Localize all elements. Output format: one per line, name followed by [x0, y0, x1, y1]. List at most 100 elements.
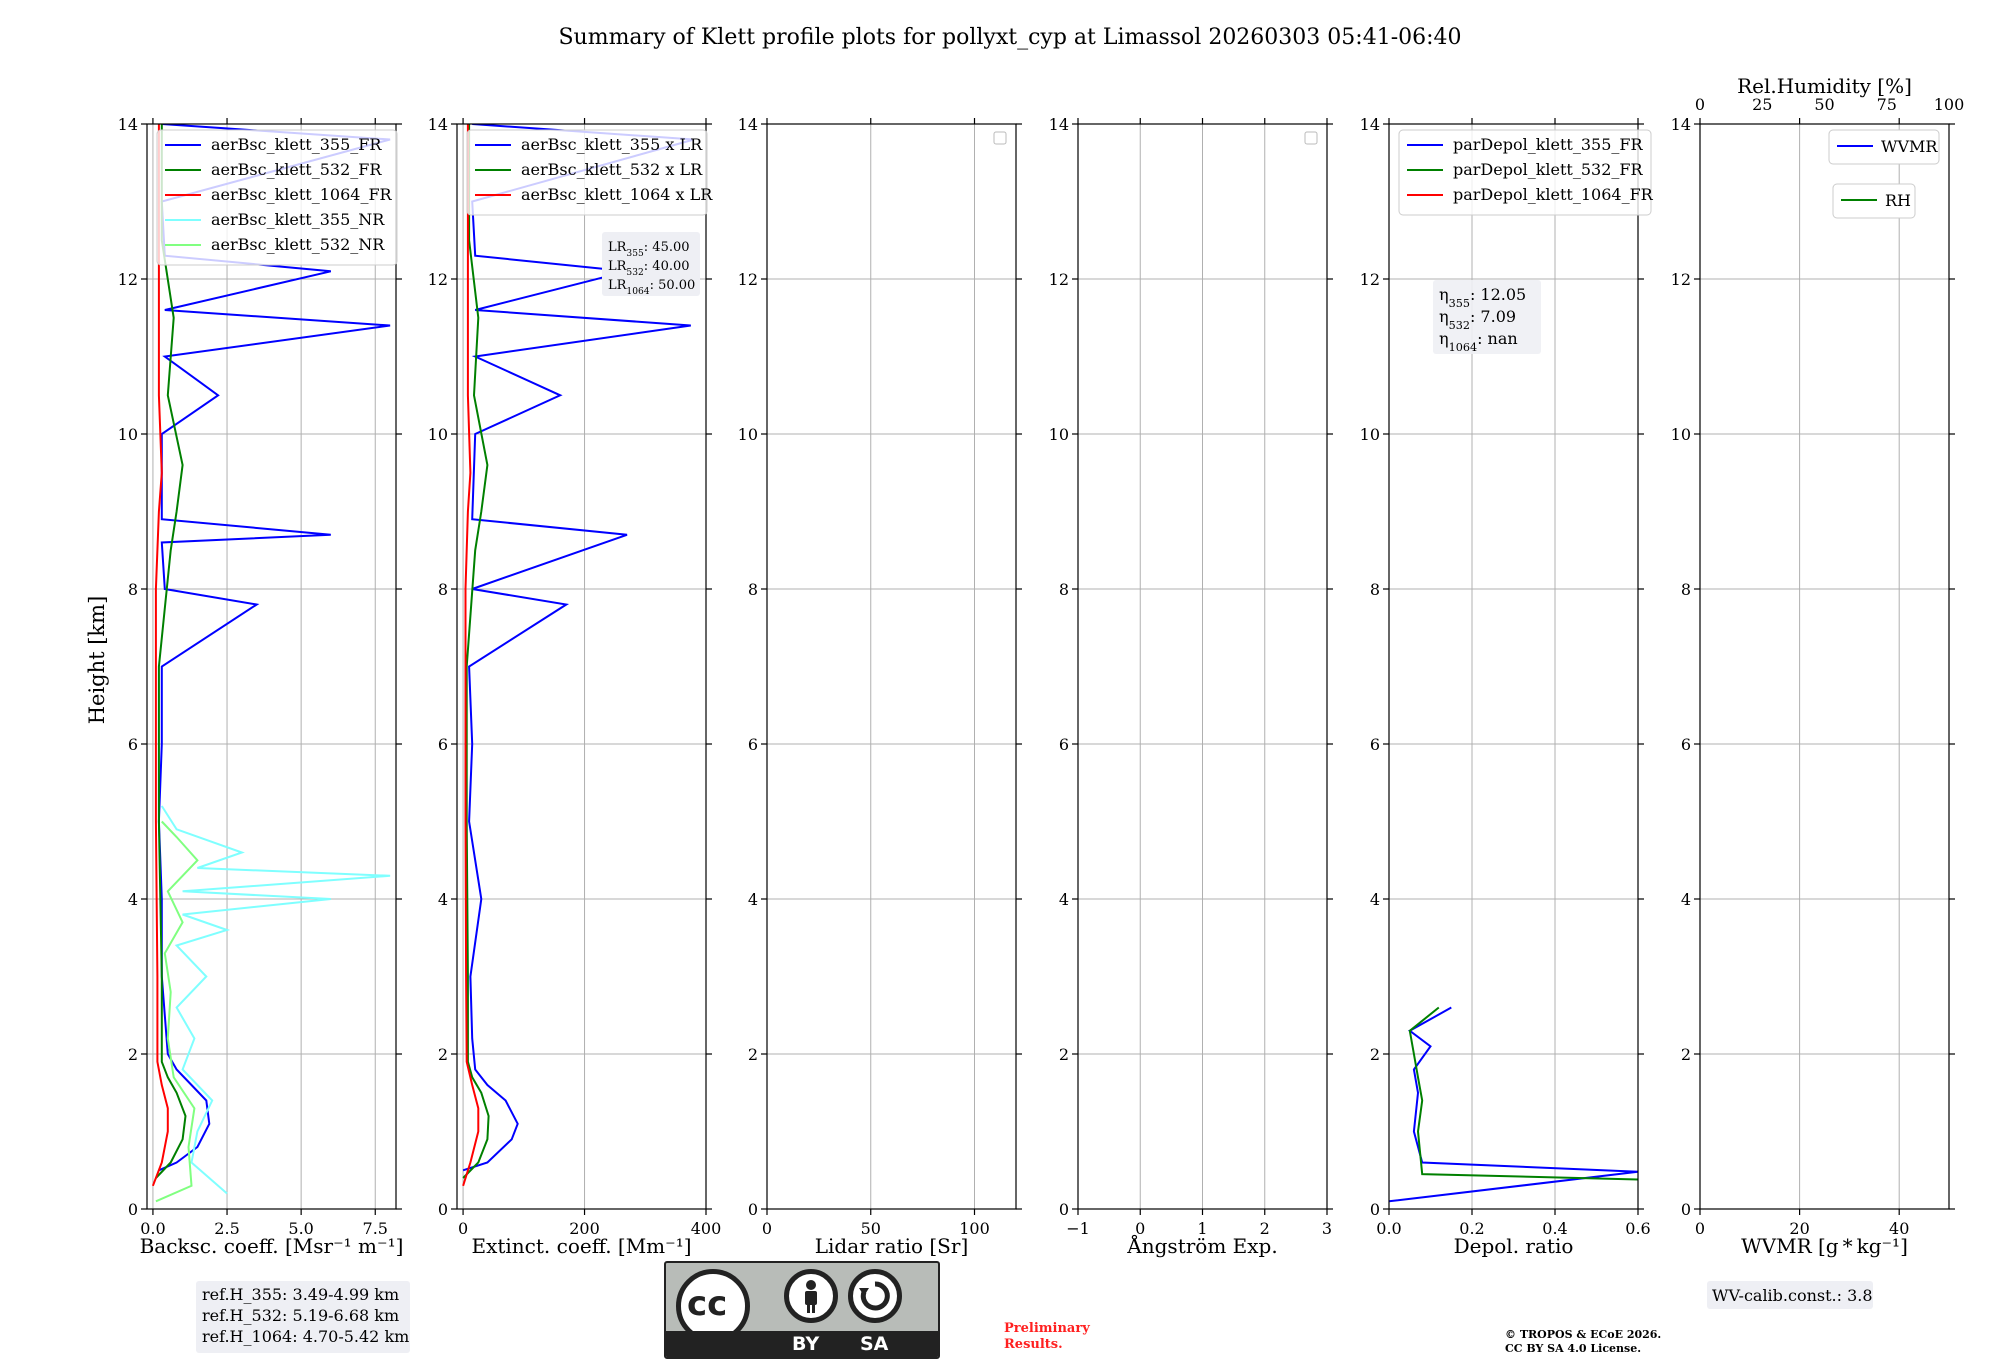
- by-person-icon: [784, 1269, 838, 1323]
- sa-share-icon: [848, 1269, 902, 1323]
- y-tick-label: 6: [438, 735, 448, 754]
- y-tick-label: 8: [1681, 580, 1691, 599]
- y-tick-label: 0: [128, 1200, 138, 1219]
- x-tick-label: 0: [1695, 1219, 1705, 1238]
- y-tick-label: 10: [1360, 425, 1380, 444]
- x-axis-label: Depol. ratio: [1454, 1234, 1574, 1258]
- by-label: BY: [792, 1333, 820, 1355]
- legend-entry: aerBsc_klett_1064_FR: [211, 185, 393, 204]
- eta-box: [1433, 280, 1541, 354]
- x-tick-label: 0: [762, 1219, 772, 1238]
- top-x-axis-label: Rel.Humidity [%]: [1737, 74, 1912, 98]
- legend-box: [1398, 129, 1652, 216]
- y-tick-label: 4: [438, 890, 448, 909]
- calib-box: [1707, 1281, 1873, 1309]
- y-tick-label: 4: [748, 890, 758, 909]
- y-tick-label: 0: [438, 1200, 448, 1219]
- y-tick-label: 4: [1059, 890, 1069, 909]
- y-tick-label: 0: [1370, 1200, 1380, 1219]
- x-tick-label: 40: [1889, 1219, 1909, 1238]
- y-tick-label: 6: [748, 735, 758, 754]
- axes-frame: [1388, 123, 1639, 1210]
- legend-entry: aerBsc_klett_1064 x LR: [521, 185, 713, 204]
- panel-6: 0 20 40 0 2 4 6 8 10 12 14 WVMR [g * kg⁻¹] 0 25 50 75 10…: [1671, 74, 1965, 1309]
- refh-text: ref.H_355: 3.49-4.99 km: [202, 1285, 399, 1304]
- y-tick-label: 6: [128, 735, 138, 754]
- y-tick-label: 12: [1671, 270, 1691, 289]
- cc-license-bar: BY SA: [666, 1331, 938, 1357]
- eta-text-sub: 532: [1449, 319, 1470, 332]
- legend-entry: RH: [1885, 191, 1911, 210]
- top-x-tick-label: 75: [1877, 95, 1897, 114]
- preliminary-line-1: Preliminary: [1004, 1321, 1090, 1336]
- x-tick-label: 3: [1322, 1219, 1332, 1238]
- series-line-aerBsc_klett_1064 x LR: [462, 124, 480, 1187]
- x-tick-label: 2.5: [214, 1219, 239, 1238]
- axes-frame: [766, 123, 1017, 1210]
- x-axis-label: Backsc. coeff. [Msr⁻¹ m⁻¹]: [140, 1234, 404, 1258]
- y-tick-label: 4: [1370, 890, 1380, 909]
- sa-label: SA: [860, 1333, 889, 1355]
- legend-box: [466, 129, 708, 216]
- x-tick-label: 50: [861, 1219, 881, 1238]
- lr-text-sub: 355: [626, 249, 644, 259]
- top-x-tick-label: 100: [1934, 95, 1965, 114]
- y-tick-label: 14: [1671, 115, 1691, 134]
- series-line-aerBsc_klett_355 x LR: [462, 124, 695, 1172]
- series-line-aerBsc_klett_532 x LR: [462, 124, 490, 1179]
- refh-text: ref.H_1064: 4.70-5.42 km: [202, 1327, 409, 1346]
- y-tick-label: 2: [128, 1045, 138, 1064]
- panel-3: 0 50 100 0 2 4 6 8 10 12 14 Lidar ratio [Sr]: [738, 115, 1022, 1258]
- y-tick-label: 12: [1049, 270, 1069, 289]
- copyright-line-1: © TROPOS & ECoE 2026.: [1505, 1328, 1661, 1341]
- y-tick-label: 10: [1671, 425, 1691, 444]
- y-tick-label: 10: [738, 425, 758, 444]
- y-tick-label: 0: [1059, 1200, 1069, 1219]
- y-tick-label: 8: [1370, 580, 1380, 599]
- y-tick-label: 12: [1360, 270, 1380, 289]
- legend-entry: parDepol_klett_532_FR: [1453, 160, 1644, 179]
- y-tick-label: 0: [748, 1200, 758, 1219]
- y-tick-label: 12: [428, 270, 448, 289]
- refh-text: ref.H_532: 5.19-6.68 km: [202, 1306, 399, 1325]
- series-line-aerBsc_klett_355_NR: [160, 805, 391, 1195]
- series-line-parDepol_klett_532_FR: [1408, 1006, 1638, 1181]
- series-line-aerBsc_klett_532_NR: [155, 820, 199, 1203]
- legend-box: [1828, 129, 1940, 165]
- legend-entry: aerBsc_klett_532 x LR: [521, 160, 703, 179]
- legend-entry: WVMR: [1881, 137, 1938, 156]
- y-tick-label: 2: [438, 1045, 448, 1064]
- y-tick-label: 12: [738, 270, 758, 289]
- top-x-tick-label: 50: [1814, 95, 1834, 114]
- y-tick-label: 6: [1681, 735, 1691, 754]
- x-tick-label: 1: [1197, 1219, 1207, 1238]
- y-tick-label: 8: [438, 580, 448, 599]
- eta-text-sub: 1064: [1449, 341, 1477, 354]
- y-tick-label: 14: [1049, 115, 1069, 134]
- y-tick-label: 2: [1370, 1045, 1380, 1064]
- y-tick-label: 6: [1059, 735, 1069, 754]
- y-tick-label: 8: [1059, 580, 1069, 599]
- lr-box: [602, 232, 700, 296]
- x-tick-label: 0.6: [1625, 1219, 1650, 1238]
- top-x-tick-label: 0: [1695, 95, 1705, 114]
- eta-text-sub: 355: [1449, 297, 1470, 310]
- lr-text-sub: 532: [626, 268, 643, 278]
- legend-entry: aerBsc_klett_532_FR: [211, 160, 382, 179]
- cc-license-badge: cc BY SA: [664, 1261, 940, 1359]
- x-tick-label: 400: [691, 1219, 722, 1238]
- y-tick-label: 2: [1681, 1045, 1691, 1064]
- x-axis-label: Ångström Exp.: [1126, 1233, 1277, 1258]
- x-tick-label: 0: [458, 1219, 468, 1238]
- empty-legend-box: [1304, 131, 1318, 145]
- y-tick-label: 2: [748, 1045, 758, 1064]
- legend-entry: aerBsc_klett_532_NR: [211, 235, 385, 254]
- y-tick-label: 6: [1370, 735, 1380, 754]
- legend-entry: aerBsc_klett_355_FR: [211, 135, 382, 154]
- series-line-aerBsc_klett_355_FR: [157, 124, 391, 1172]
- legend-entry: parDepol_klett_1064_FR: [1453, 185, 1654, 204]
- calib-text: WV-calib.const.: 3.8: [1712, 1286, 1873, 1305]
- series-line-aerBsc_klett_1064_FR: [151, 124, 169, 1187]
